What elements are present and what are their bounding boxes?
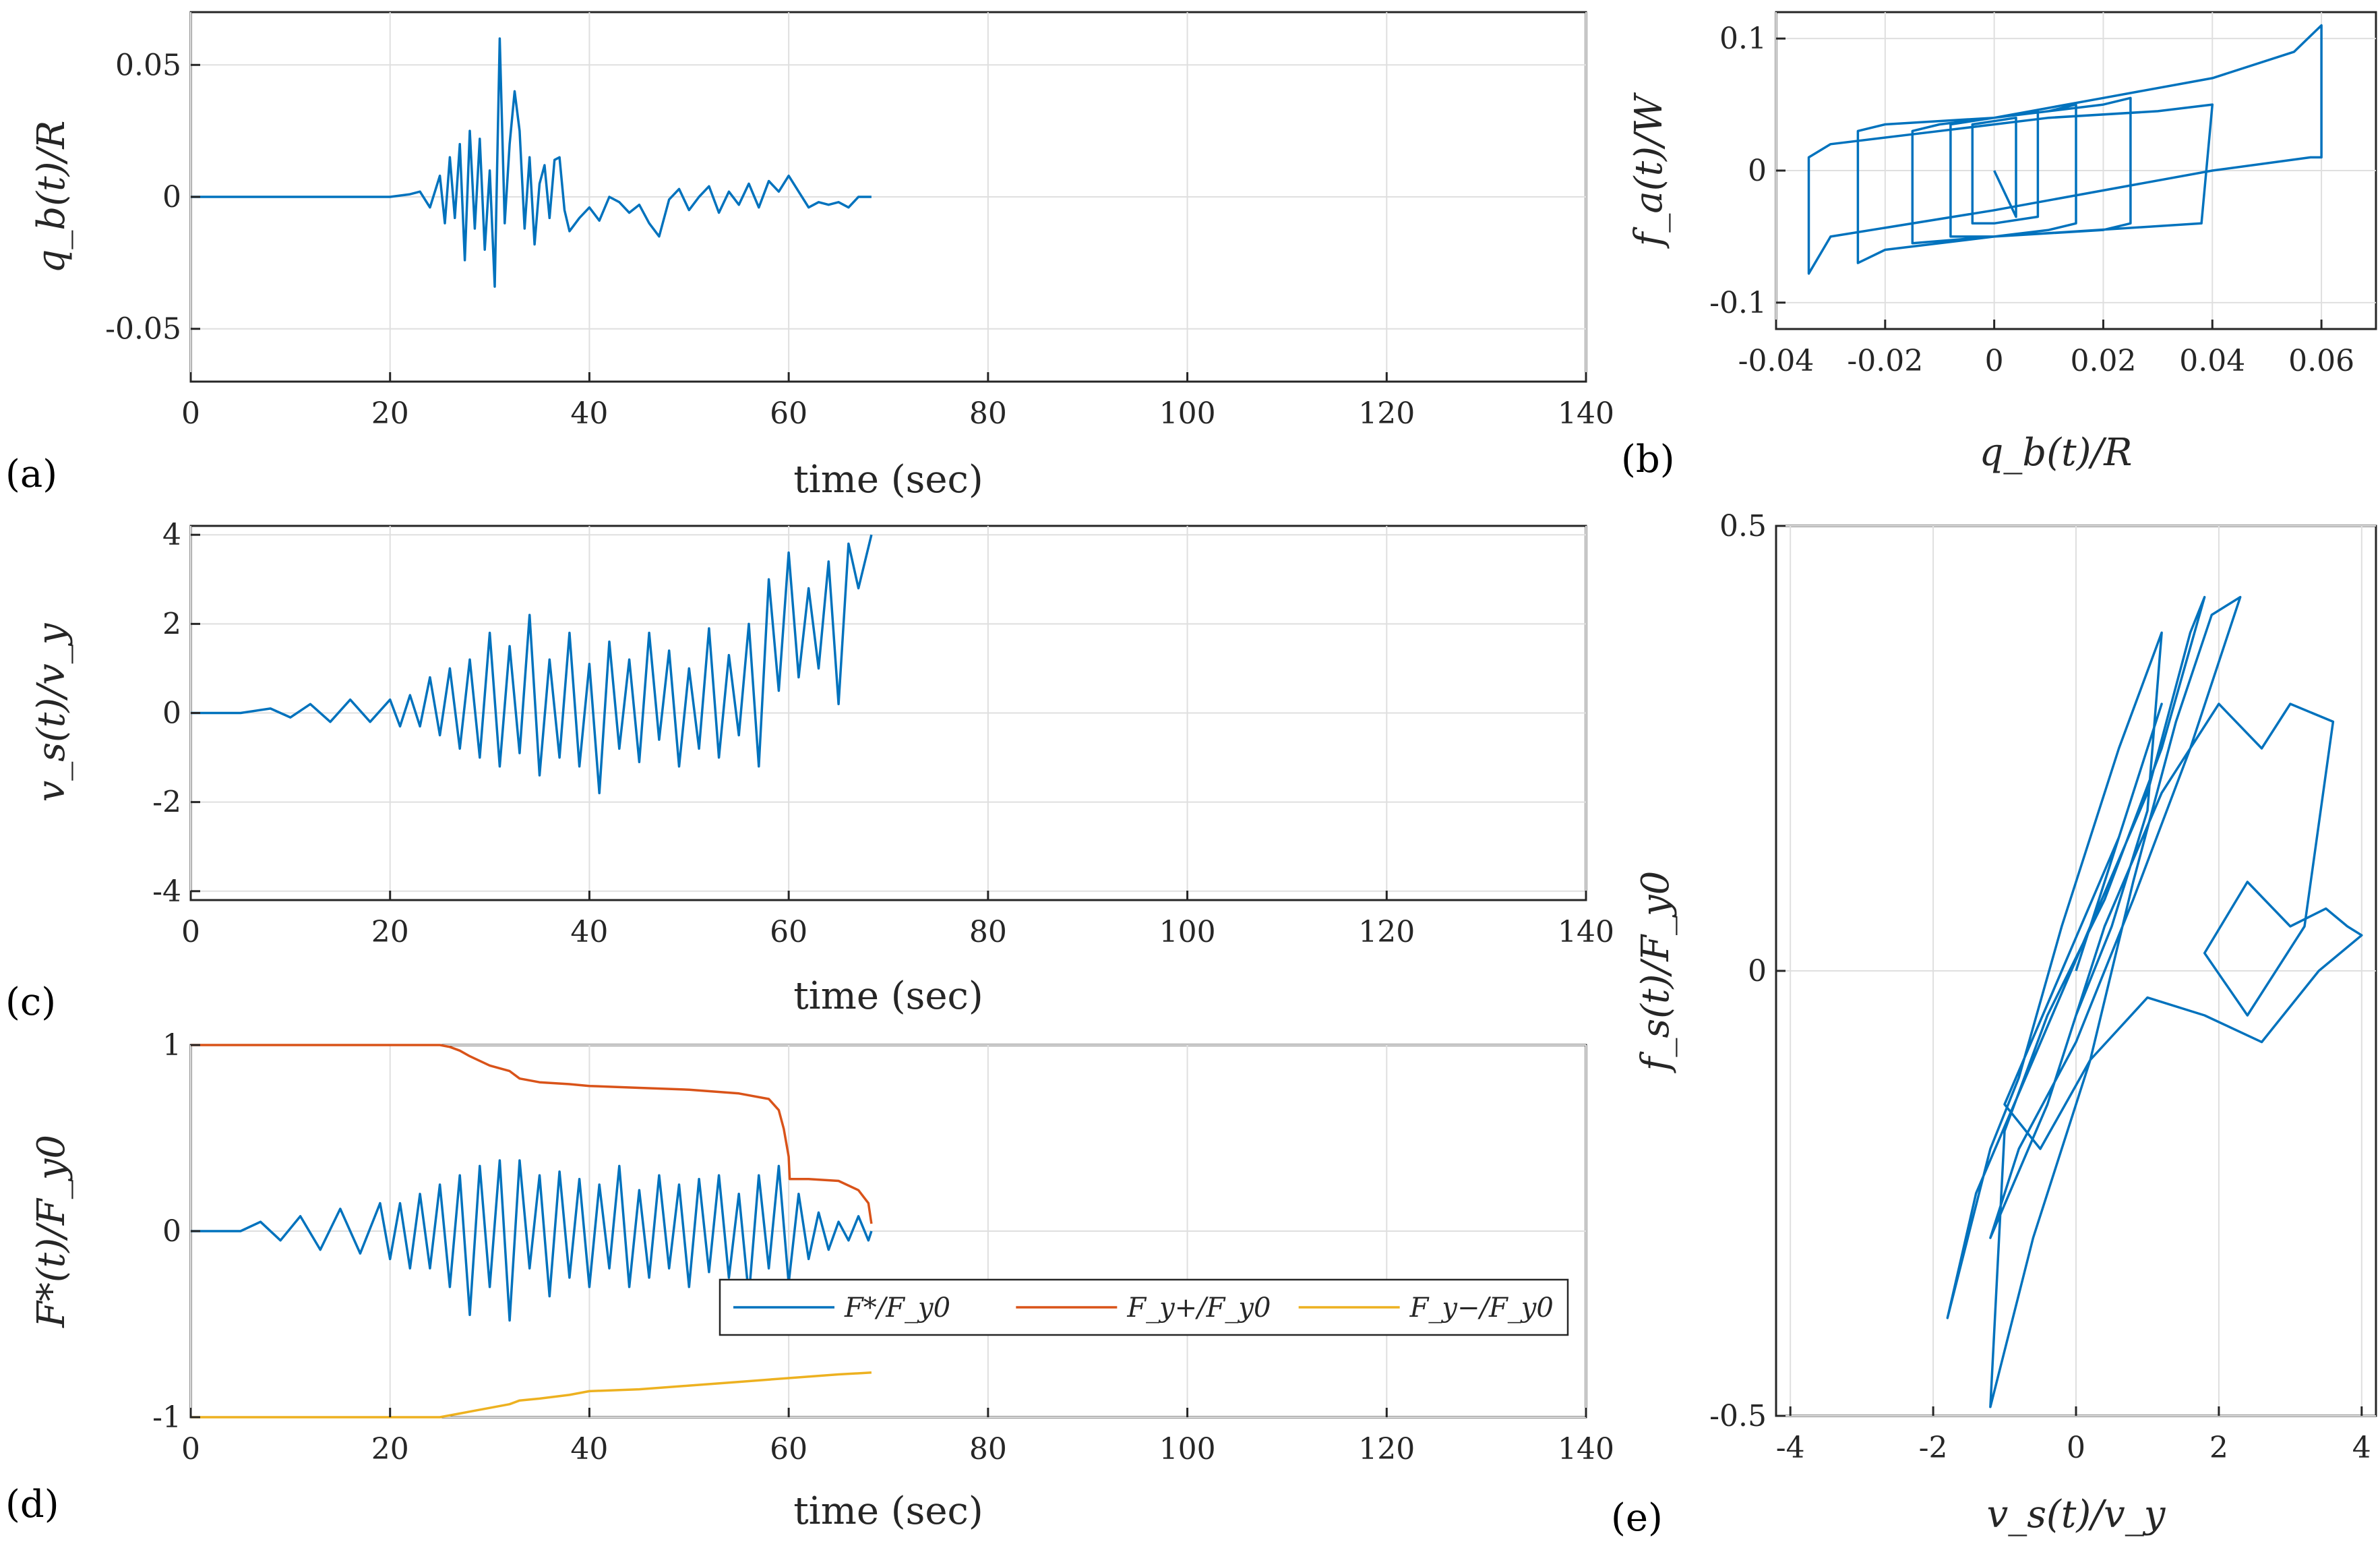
ytick-label-b-1: 0 bbox=[1748, 154, 1767, 188]
xtick-label-b-3: 0.02 bbox=[2070, 344, 2136, 378]
ytick-label-a-2: 0.05 bbox=[115, 48, 181, 82]
legend-label-2: F_y−/F_y0 bbox=[1409, 1292, 1554, 1323]
xtick-label-a-5: 100 bbox=[1159, 396, 1216, 431]
xtick-label-d-2: 40 bbox=[570, 1432, 608, 1466]
panel-label-b: (b) bbox=[1621, 438, 1675, 481]
xlabel-e: v_s(t)/v_y bbox=[1987, 1493, 2166, 1537]
ytick-label-a-1: 0 bbox=[162, 180, 181, 214]
series-line-d-1 bbox=[191, 1044, 873, 1224]
xlabel-d: time (sec) bbox=[793, 1489, 983, 1533]
panel-c: 0 20 40 60 80 100 120 140 -4 -2 0 2 4 time (sec) v_s… bbox=[5, 518, 1614, 1024]
ytick-label-c-1: -2 bbox=[152, 785, 181, 820]
xtick-label-b-4: 0.04 bbox=[2179, 344, 2245, 378]
xtick-label-d-1: 20 bbox=[371, 1432, 409, 1466]
legend-box bbox=[719, 1278, 1569, 1336]
xtick-label-c-0: 0 bbox=[181, 915, 200, 949]
xtick-label-a-2: 40 bbox=[570, 396, 608, 431]
xlabel-c: time (sec) bbox=[793, 974, 983, 1018]
panel-label-a: (a) bbox=[5, 452, 57, 496]
xtick-label-e-0: -4 bbox=[1776, 1431, 1805, 1465]
xtick-label-c-5: 100 bbox=[1159, 915, 1216, 949]
ytick-label-c-0: -4 bbox=[152, 874, 181, 909]
xtick-label-a-7: 140 bbox=[1558, 396, 1614, 431]
panel-label-e: (e) bbox=[1611, 1496, 1663, 1540]
ytick-label-b-2: 0.1 bbox=[1719, 22, 1767, 56]
xtick-label-a-1: 20 bbox=[371, 396, 409, 431]
panel-label-c: (c) bbox=[5, 980, 56, 1024]
xtick-label-d-6: 120 bbox=[1358, 1432, 1415, 1466]
xtick-label-c-3: 60 bbox=[770, 915, 807, 949]
ytick-label-e-0: -0.5 bbox=[1709, 1399, 1767, 1433]
ylabel-a: q_b(t)/R bbox=[30, 121, 73, 274]
xtick-label-d-3: 60 bbox=[770, 1432, 807, 1466]
ytick-label-e-1: 0 bbox=[1748, 954, 1767, 988]
series-line-d-2 bbox=[191, 1371, 872, 1419]
ytick-label-e-2: 0.5 bbox=[1719, 509, 1767, 543]
xtick-label-a-0: 0 bbox=[181, 396, 200, 431]
xtick-label-b-5: 0.06 bbox=[2288, 344, 2354, 378]
xtick-label-d-7: 140 bbox=[1558, 1432, 1614, 1466]
xtick-label-d-4: 80 bbox=[969, 1432, 1007, 1466]
xtick-label-d-0: 0 bbox=[181, 1432, 200, 1466]
panel-label-d: (d) bbox=[5, 1483, 59, 1526]
xtick-label-c-4: 80 bbox=[969, 915, 1007, 949]
ytick-label-c-4: 4 bbox=[162, 518, 181, 552]
xtick-label-c-7: 140 bbox=[1558, 915, 1614, 949]
ytick-label-d-0: -1 bbox=[152, 1400, 181, 1435]
ytick-label-b-0: -0.1 bbox=[1709, 286, 1767, 320]
series-line-c-0 bbox=[191, 534, 873, 795]
xtick-label-e-3: 2 bbox=[2209, 1431, 2228, 1465]
xtick-label-c-1: 20 bbox=[371, 915, 409, 949]
xtick-label-a-6: 120 bbox=[1358, 396, 1415, 431]
xtick-label-b-1: -0.02 bbox=[1847, 344, 1923, 378]
series-line-a-0 bbox=[191, 37, 872, 288]
legend-d: F*/F_y0 F_y+/F_y0 F_y−/F_y0 bbox=[719, 1278, 1569, 1336]
ylabel-e: f_s(t)/F_y0 bbox=[1634, 871, 1678, 1074]
xtick-label-a-3: 60 bbox=[770, 396, 807, 431]
legend-label-1: F_y+/F_y0 bbox=[1126, 1292, 1271, 1323]
legend-label-0: F*/F_y0 bbox=[844, 1292, 950, 1323]
xtick-label-c-2: 40 bbox=[570, 915, 608, 949]
ylabel-b: f_a(t)/W bbox=[1627, 92, 1671, 249]
xtick-label-a-4: 80 bbox=[969, 396, 1007, 431]
ytick-label-c-2: 0 bbox=[162, 696, 181, 731]
xtick-label-e-4: 4 bbox=[2352, 1431, 2371, 1465]
xtick-label-c-6: 120 bbox=[1358, 915, 1415, 949]
ytick-label-d-2: 1 bbox=[162, 1028, 181, 1063]
xtick-label-d-5: 100 bbox=[1159, 1432, 1216, 1466]
xlabel-a: time (sec) bbox=[793, 458, 983, 502]
series-line-b-0 bbox=[1807, 24, 2323, 275]
ylabel-c: v_s(t)/v_y bbox=[30, 622, 73, 802]
series-line-d-0 bbox=[191, 1159, 873, 1322]
panel-b: -0.04 -0.02 0 0.02 0.04 0.06 -0.1 0 0.1 q_b(t)/R… bbox=[1621, 11, 2377, 481]
ylabel-d: F*(t)/F_y0 bbox=[30, 1135, 73, 1328]
ytick-label-a-0: -0.05 bbox=[105, 312, 181, 347]
panel-e: -4 -2 0 2 4 -0.5 0 0.5 v_s(t)/v_y f_s(t)/F_y0 (… bbox=[1611, 509, 2377, 1540]
panel-d: 0 20 40 60 80 100 120 140-101 F*/F_y0 F_y+/F_y0 F… bbox=[5, 1028, 1614, 1533]
xtick-label-e-2: 0 bbox=[2067, 1431, 2085, 1465]
xtick-label-b-0: -0.04 bbox=[1738, 344, 1814, 378]
xtick-label-b-2: 0 bbox=[1985, 344, 2004, 378]
xlabel-b: q_b(t)/R bbox=[1980, 431, 2133, 475]
series-line-e-0 bbox=[1946, 595, 2363, 1408]
ytick-label-c-3: 2 bbox=[162, 607, 181, 641]
xtick-label-e-1: -2 bbox=[1919, 1431, 1948, 1465]
ytick-label-d-1: 0 bbox=[162, 1214, 181, 1249]
